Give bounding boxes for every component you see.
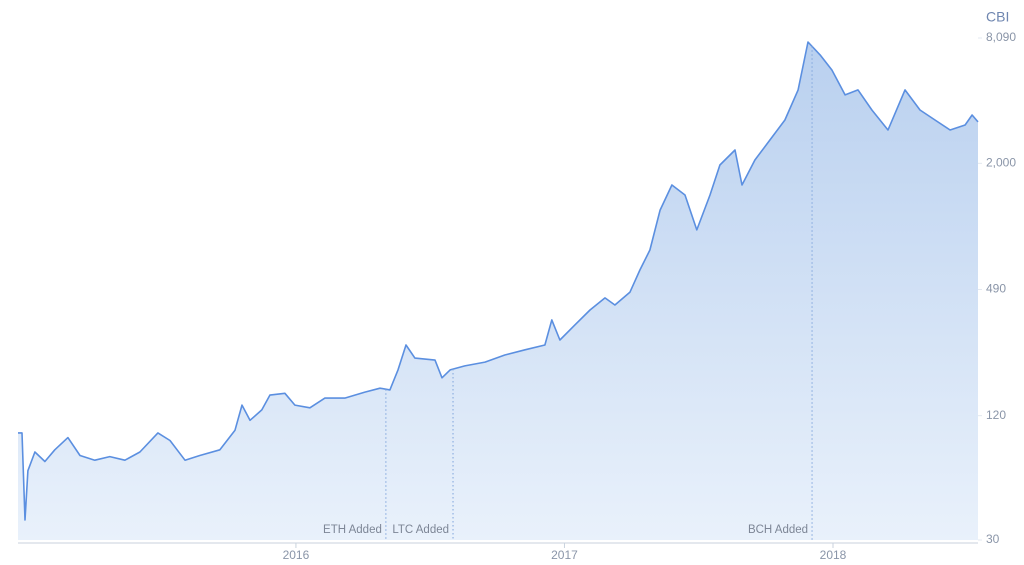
x-tick-label: 2016 xyxy=(283,548,310,562)
y-tick-label: 30 xyxy=(986,532,1000,546)
y-tick-label: 2,000 xyxy=(986,156,1016,170)
y-tick-label: 8,090 xyxy=(986,30,1016,44)
y-tick-label: 120 xyxy=(986,408,1006,422)
annotation-label: BCH Added xyxy=(748,524,808,536)
area-fill xyxy=(18,42,978,540)
y-axis-label: CBI xyxy=(986,9,1009,25)
annotation-label: ETH Added xyxy=(323,524,382,536)
annotation-label: LTC Added xyxy=(392,524,449,536)
y-tick-label: 490 xyxy=(986,282,1006,296)
x-tick-label: 2017 xyxy=(551,548,578,562)
x-tick-label: 2018 xyxy=(820,548,847,562)
